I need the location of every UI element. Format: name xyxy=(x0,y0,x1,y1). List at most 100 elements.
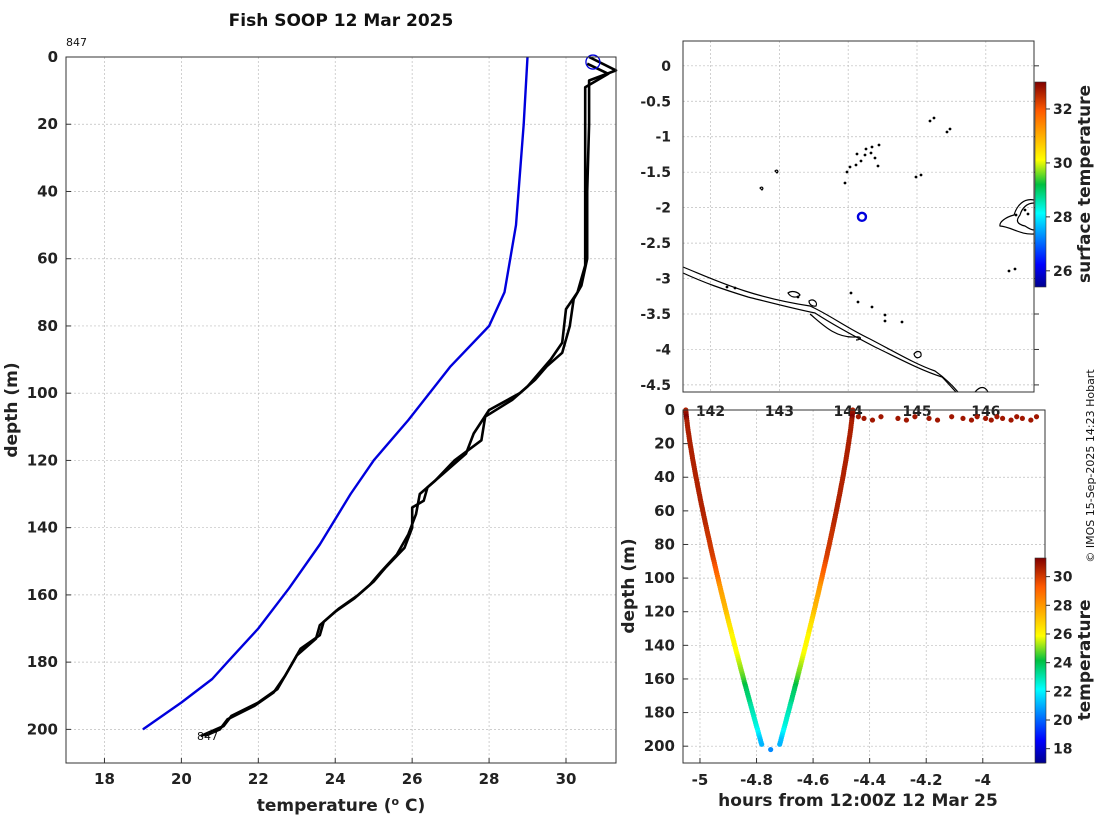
credit-text: © IMOS 15-Sep-2025 14:23 Hobart xyxy=(1084,369,1097,563)
section-axes-frame xyxy=(682,409,1046,764)
y-tick-label: 120 xyxy=(27,451,58,469)
x-tick-label: 24 xyxy=(325,770,346,788)
y-tick-label: 60 xyxy=(37,250,58,268)
section-point-surface xyxy=(974,414,980,420)
x-tick-label: 30 xyxy=(556,770,577,788)
island xyxy=(883,319,887,323)
section-point-surface xyxy=(983,415,989,422)
colorbar-tick-label: 28 xyxy=(1053,598,1072,614)
y-tick-label: 100 xyxy=(27,384,58,402)
map-x-tick-label: 142 xyxy=(696,404,725,420)
island xyxy=(948,127,952,131)
y-tick-label: 0 xyxy=(48,48,58,66)
island xyxy=(876,164,880,168)
section-y-tick-label: 60 xyxy=(654,502,675,520)
y-tick-label: 20 xyxy=(37,115,58,133)
section-x-tick-label: -4.8 xyxy=(740,771,773,789)
profile-id-label: 847 xyxy=(66,36,87,49)
temperature-colorbar xyxy=(1034,557,1047,764)
map-y-tick-label: -4 xyxy=(655,342,671,358)
temperature-colorbar-label: temperature xyxy=(1075,599,1095,720)
island xyxy=(1023,208,1027,212)
island xyxy=(854,163,858,167)
section-point-surface xyxy=(878,414,884,420)
map-y-tick-label: -1 xyxy=(655,130,671,146)
profile-panel: Fish SOOP 12 Mar 2025 847 18 20 22 24 26 28 30… xyxy=(2,11,618,816)
map-y-tick-label: -2 xyxy=(655,201,671,217)
section-point-surface xyxy=(903,417,910,423)
section-point-surface xyxy=(1033,414,1040,420)
island xyxy=(870,145,874,149)
island xyxy=(900,320,904,324)
section-point-bottom xyxy=(768,746,774,753)
section-x-axis-label: hours from 12:00Z 12 Mar 25 xyxy=(718,791,998,811)
section-y-tick-label: 160 xyxy=(644,670,675,688)
section-x-tick-label: -4.4 xyxy=(853,771,886,789)
surface-temperature-colorbar-label: surface temperature xyxy=(1075,85,1095,283)
profile-axes-frame xyxy=(65,56,617,764)
section-point-surface xyxy=(1008,417,1014,423)
colorbar-tick-label: 20 xyxy=(1053,713,1073,729)
section-point-surface xyxy=(895,415,901,422)
section-point-surface xyxy=(1028,417,1034,423)
island xyxy=(725,285,729,289)
x-tick-label: 28 xyxy=(479,770,500,788)
island xyxy=(870,305,874,309)
drop-location-marker xyxy=(856,211,868,223)
island xyxy=(945,130,949,134)
map-y-tick-label: -2.5 xyxy=(640,236,671,252)
colorbar-tick-label: 30 xyxy=(1053,156,1073,172)
section-y-tick-label: 140 xyxy=(644,636,675,654)
island xyxy=(928,119,932,123)
island xyxy=(1014,213,1018,217)
profile-end-label: 847 xyxy=(197,730,218,743)
y-axis-label: depth (m) xyxy=(2,362,22,457)
island xyxy=(919,173,923,177)
map-y-tick-label: 0 xyxy=(661,59,671,75)
section-point-surface xyxy=(869,417,876,423)
map-axes-frame xyxy=(682,40,1035,393)
x-tick-label: 20 xyxy=(171,770,192,788)
islands xyxy=(725,116,1030,324)
island xyxy=(733,286,737,290)
surface-temperature-colorbar xyxy=(1034,81,1047,288)
island xyxy=(869,151,873,155)
section-point-surface xyxy=(861,415,867,422)
map-y-tick-label: -0.5 xyxy=(640,94,671,110)
section-y-tick-label: 80 xyxy=(654,535,675,553)
chart-title: Fish SOOP 12 Mar 2025 xyxy=(229,11,454,31)
island xyxy=(914,175,918,179)
island xyxy=(873,156,877,160)
colorbar-tick-label: 30 xyxy=(1053,570,1073,586)
section-point-surface xyxy=(988,417,994,423)
island xyxy=(932,116,936,120)
section-y-tick-label: 20 xyxy=(654,435,675,453)
colorbar-tick-label: 26 xyxy=(1053,264,1072,280)
section-y-axis-label: depth (m) xyxy=(619,538,639,633)
section-y-tick-label: 40 xyxy=(654,468,675,486)
map-x-tick-label: 145 xyxy=(902,404,931,420)
island xyxy=(859,159,863,163)
y-tick-label: 160 xyxy=(27,586,58,604)
section-y-tick-label: 120 xyxy=(644,603,675,621)
series-line-1 xyxy=(200,55,618,738)
colorbar-tick-label: 18 xyxy=(1053,742,1072,758)
section-y-tick-label: 100 xyxy=(644,569,675,587)
island xyxy=(864,147,868,151)
colorbar-tick-label: 24 xyxy=(1053,656,1073,672)
colorbar-tick-label: 28 xyxy=(1053,210,1072,226)
y-tick-label: 200 xyxy=(27,720,58,738)
section-point-surface xyxy=(1019,415,1025,422)
island xyxy=(863,153,867,157)
x-tick-label: 22 xyxy=(248,770,269,788)
island xyxy=(796,295,800,299)
island xyxy=(883,313,887,317)
section-x-tick-label: -4 xyxy=(974,771,991,789)
island xyxy=(1026,212,1030,216)
map-y-tick-label: -1.5 xyxy=(640,165,671,181)
map-y-tick-label: -4.5 xyxy=(640,378,671,394)
section-point-surface xyxy=(912,414,918,420)
island xyxy=(845,170,849,174)
x-tick-label: 18 xyxy=(94,770,115,788)
